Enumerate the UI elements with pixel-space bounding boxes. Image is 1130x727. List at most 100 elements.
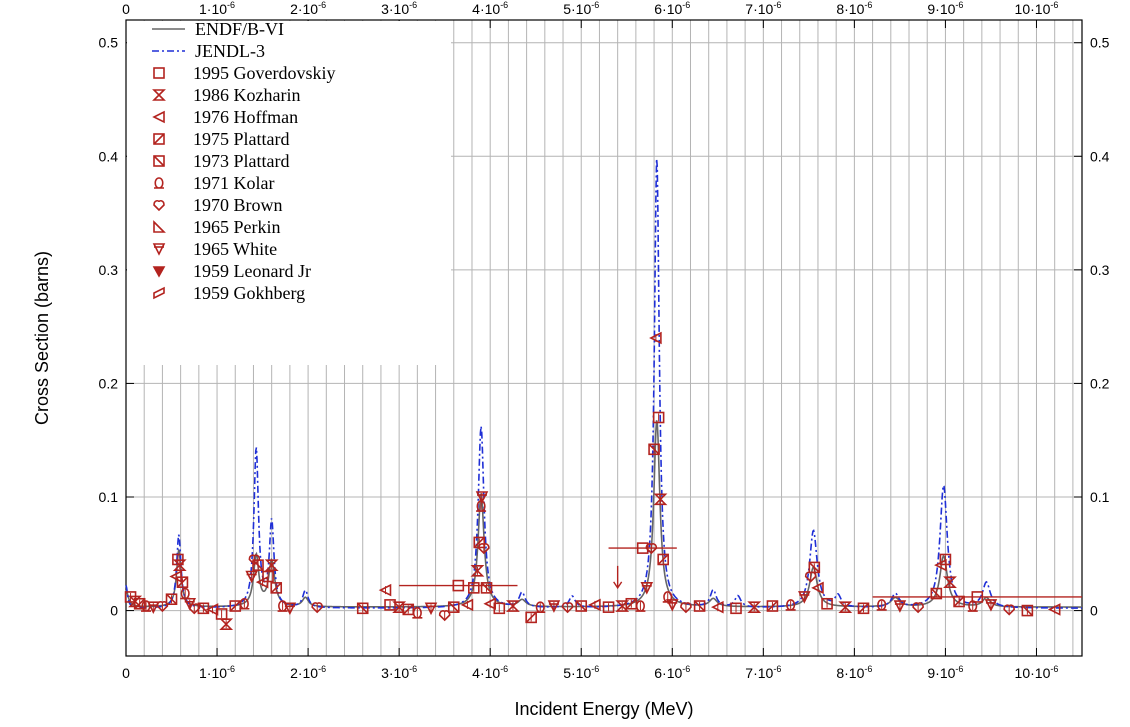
exp-point [245,570,258,584]
exp-point [402,603,415,616]
y-tick-label: 0.3 [99,262,119,278]
exp-point [133,597,146,610]
exp-point [811,581,824,595]
exp-point [766,600,779,612]
y-axis-title: Cross Section (barns) [32,251,52,425]
y-tick-label-right: 0.5 [1090,35,1110,51]
exp-point [476,500,487,512]
legend-marker [154,177,164,189]
exp-point [447,601,460,613]
exp-point [680,602,692,614]
legend-label: 1959 Gokhberg [193,283,305,303]
exp-point [147,601,160,614]
y-tick-label-right: 0.4 [1090,148,1110,164]
exp-point [711,600,724,614]
x-tick-label: 2·10-6 [290,664,326,681]
x-tick-exponent: -6 [955,0,963,10]
exp-point [912,602,924,614]
exp-point [424,602,438,616]
exp-point [239,597,250,610]
exp-point [747,601,762,613]
legend-marker [153,133,165,145]
exp-point [615,600,630,612]
x-tick-exponent: -6 [864,0,872,10]
exp-point [804,571,817,583]
legend-marker [153,220,166,233]
exp-point [412,607,423,619]
x-tick-exponent: -6 [318,664,326,674]
exp-point [838,601,853,613]
exp-point [665,599,679,612]
exp-point [649,331,662,345]
exp-point [876,599,887,611]
exp-point [730,602,742,615]
y-tick-label: 0.5 [99,35,119,51]
plot-frame [125,19,1083,657]
exp-point [588,598,601,612]
exp-point [657,553,669,566]
exp-point [460,598,474,612]
x-tick-exponent: -6 [682,664,690,674]
x-tick-exponent: -6 [227,0,235,10]
axis-ticks: 0 0 1·10-6 1·10-6 2·10-6 2·10-6 3·10-6 3·10-6 4·… [99,0,1110,681]
exp-point [785,599,796,611]
exp-point [475,491,489,504]
x-tick-exponent: -6 [318,0,326,10]
x-tick-label: 1·10-6 [199,664,235,681]
exp-point [1021,604,1034,617]
x-tick-label-top: 5·10-6 [563,0,599,17]
x-tick-exponent: -6 [409,0,417,10]
exp-point [893,600,907,613]
exp-point [798,591,811,604]
y-tick-label: 0.1 [99,489,119,505]
y-tick-label: 0.2 [99,375,119,391]
exp-point [939,553,952,566]
legend-marker [152,266,166,278]
x-tick-label-top: 9·10-6 [927,0,963,17]
exp-point [953,595,965,608]
experimental-points [124,331,1082,631]
exp-point [356,602,369,615]
x-tick-exponent: -6 [1050,664,1058,674]
x-tick-label: 3·10-6 [381,664,417,681]
exp-point [652,411,665,424]
exp-point [1047,603,1061,616]
x-tick-label-top: 10·10-6 [1015,0,1059,17]
exp-point [653,493,668,506]
exp-point [478,543,490,555]
y-tick-label-right: 0.2 [1090,375,1110,391]
x-tick-label-top: 8·10-6 [836,0,872,17]
x-tick-label: 8·10-6 [836,664,872,681]
legend-marker [153,155,165,167]
x-tick-label-top: 2·10-6 [290,0,326,17]
x-tick-label: 4·10-6 [472,664,508,681]
exp-point [967,600,978,612]
exp-point [252,559,264,571]
x-tick-exponent: -6 [1050,0,1058,10]
x-tick-label: 0 [122,665,130,681]
legend-label: 1986 Kozharin [193,85,300,105]
legend-marker [153,67,165,79]
legend-label: 1995 Goverdovskiy [193,63,336,83]
exp-point [525,611,537,624]
y-tick-label-right: 0 [1090,603,1098,619]
x-tick-label: 7·10-6 [745,664,781,681]
exp-point [635,600,646,612]
exp-point [506,600,520,612]
x-tick-exponent: -6 [591,664,599,674]
legend-label: 1976 Hoffman [193,107,298,127]
exp-point [384,599,396,611]
legend-label: 1959 Leonard Jr [193,261,311,281]
legend-label: 1970 Brown [193,195,283,215]
x-tick-exponent: -6 [682,0,690,10]
exp-point [283,602,297,616]
exp-point [640,582,654,595]
legend-background [127,21,451,365]
y-tick-label: 0.4 [99,148,119,164]
exp-point [547,600,561,613]
legend-marker [152,110,165,124]
exp-point [270,582,283,594]
exp-point [172,559,187,571]
exp-point [602,601,615,613]
